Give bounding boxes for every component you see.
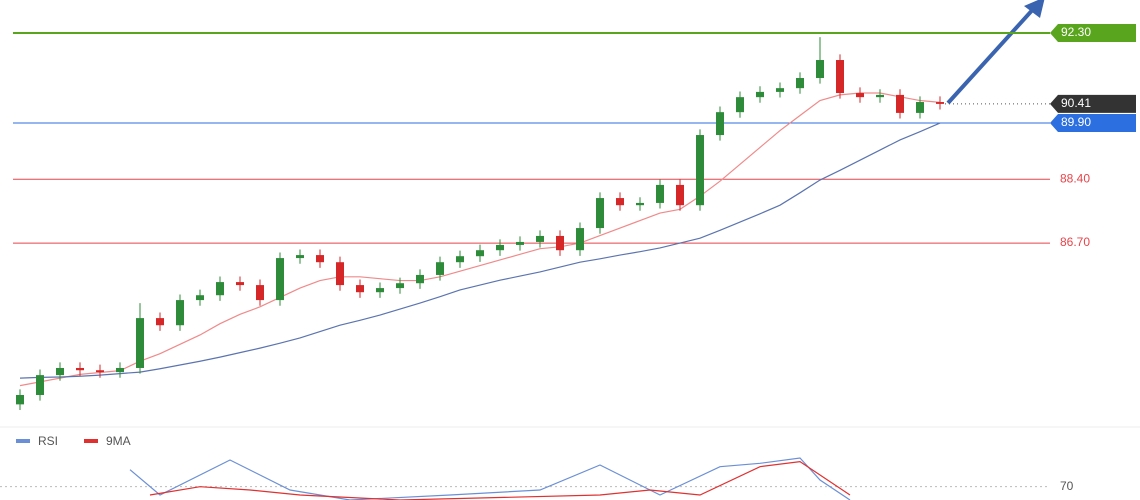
candle-body bbox=[336, 262, 344, 286]
candle-body bbox=[376, 288, 384, 293]
candle-body bbox=[776, 88, 784, 92]
candle-body bbox=[836, 60, 844, 94]
candle-body bbox=[236, 282, 244, 286]
candle-body bbox=[156, 318, 164, 326]
price-level-label: 89.90 bbox=[1061, 115, 1091, 129]
candle-body bbox=[796, 78, 804, 89]
candle-body bbox=[736, 97, 744, 113]
candle-body bbox=[56, 367, 64, 376]
candle-body bbox=[556, 235, 564, 251]
candle-body bbox=[496, 244, 504, 251]
price-level-label: 88.40 bbox=[1060, 171, 1090, 185]
candle-body bbox=[576, 228, 584, 251]
candle-body bbox=[436, 262, 444, 275]
candle-body bbox=[196, 295, 204, 301]
candle-body bbox=[256, 285, 264, 301]
candle-body bbox=[296, 255, 304, 259]
legend-label: 9MA bbox=[106, 434, 131, 448]
legend-swatch bbox=[16, 439, 30, 443]
candle-body bbox=[636, 202, 644, 206]
candle-body bbox=[916, 102, 924, 113]
candle-body bbox=[136, 318, 144, 368]
candle-body bbox=[616, 198, 624, 206]
candle-body bbox=[456, 256, 464, 263]
price-label-box bbox=[1050, 24, 1136, 43]
candle-body bbox=[276, 258, 284, 301]
indicator-tick-label: 70 bbox=[1060, 479, 1074, 493]
candle-body bbox=[356, 285, 364, 293]
candle-body bbox=[476, 250, 484, 257]
candle-body bbox=[176, 300, 184, 326]
candle-body bbox=[756, 91, 764, 98]
candle-body bbox=[696, 135, 704, 206]
candle-body bbox=[676, 184, 684, 206]
price-label-box bbox=[1050, 94, 1136, 113]
moving-average-line bbox=[19, 92, 941, 387]
candle-body bbox=[816, 60, 824, 79]
price-label-box bbox=[1050, 114, 1136, 133]
candle-body bbox=[396, 283, 404, 289]
candle-body bbox=[96, 370, 104, 373]
candle-body bbox=[936, 102, 944, 104]
candle-body bbox=[536, 235, 544, 242]
candle-body bbox=[876, 94, 884, 98]
candle-body bbox=[856, 93, 864, 98]
candle-body bbox=[596, 198, 604, 229]
indicator-line bbox=[129, 457, 851, 500]
candle-body bbox=[896, 94, 904, 113]
price-level-label: 92.30 bbox=[1061, 25, 1091, 39]
candle-body bbox=[716, 112, 724, 136]
forecast-arrow-head bbox=[1024, 0, 1045, 18]
candle-body bbox=[656, 184, 664, 203]
candle-body bbox=[316, 255, 324, 263]
candle-body bbox=[36, 375, 44, 395]
price-level-label: 90.41 bbox=[1061, 96, 1091, 110]
candle-body bbox=[516, 241, 524, 245]
price-level-label: 86.70 bbox=[1060, 235, 1090, 249]
moving-average-line bbox=[19, 122, 941, 379]
legend-swatch bbox=[84, 439, 98, 443]
candle-body bbox=[216, 282, 224, 296]
candle-body bbox=[76, 367, 84, 371]
forecast-arrow bbox=[946, 4, 1038, 105]
legend-label: RSI bbox=[38, 434, 58, 448]
candle-body bbox=[16, 394, 24, 405]
candle-body bbox=[416, 274, 424, 284]
indicator-line bbox=[149, 461, 851, 500]
candle-body bbox=[116, 367, 124, 373]
